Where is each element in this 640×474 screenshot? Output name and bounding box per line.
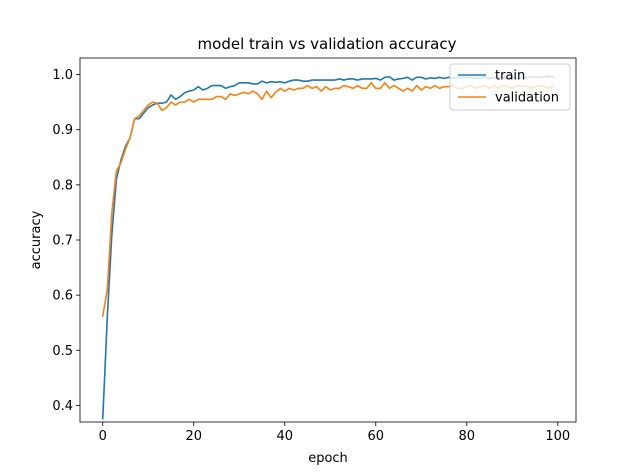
y-tick-label: 0.6 [52, 289, 73, 304]
legend-label-validation: validation [495, 91, 559, 106]
x-tick-label: 100 [545, 429, 570, 444]
x-tick-label: 20 [185, 429, 202, 444]
x-axis-ticks: 0 20 40 60 80 100 [99, 422, 570, 444]
legend: train validation [449, 63, 571, 111]
y-tick-label: 0.5 [52, 344, 73, 359]
y-tick-label: 0.4 [52, 399, 73, 414]
x-tick-label: 40 [276, 429, 293, 444]
y-tick-label: 1.0 [52, 68, 73, 83]
x-tick-label: 60 [368, 429, 385, 444]
chart-title: model train vs validation accuracy [198, 35, 457, 53]
y-axis-title: accuracy [29, 210, 44, 269]
x-tick-label: 0 [99, 429, 107, 444]
y-tick-label: 0.7 [52, 234, 73, 249]
y-axis-ticks: 0.4 0.5 0.6 0.7 0.8 0.9 1.0 [52, 68, 80, 414]
y-tick-label: 0.8 [52, 178, 73, 193]
y-tick-label: 0.9 [52, 123, 73, 138]
x-axis-title: epoch [308, 451, 348, 466]
legend-label-train: train [495, 69, 525, 84]
x-tick-label: 80 [459, 429, 476, 444]
